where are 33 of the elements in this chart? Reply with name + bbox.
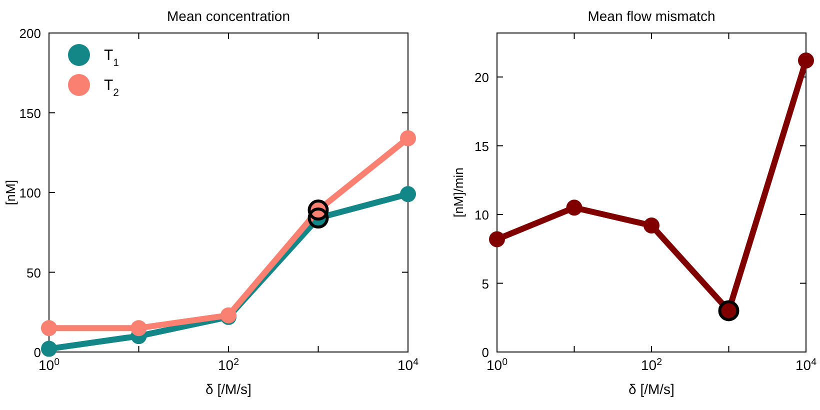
x-tick-label: 10$^{4}$ (795, 356, 818, 373)
x-tick-label: 10$^{2}$ (218, 356, 240, 373)
x-axis-title: δ [/M/s] (628, 381, 674, 397)
y-tick-label: 100 (19, 186, 41, 200)
x-axis-title: δ [/M/s] (206, 381, 252, 397)
x-tick-label: 10$^{2}$ (640, 356, 662, 373)
point (41, 320, 57, 336)
point (130, 320, 147, 336)
y-tick-label: 5 (482, 276, 489, 292)
y-axis-title: [nM] (3, 180, 18, 206)
y-tick-label: 10 (474, 208, 489, 222)
point (41, 340, 57, 357)
point (400, 186, 416, 202)
point (400, 130, 416, 146)
y-tick-label: 200 (19, 26, 41, 41)
y-tick-label: 50 (26, 265, 41, 280)
point (566, 200, 582, 216)
y-tick-label: 0 (482, 345, 489, 360)
point (644, 218, 660, 234)
legend-label: T$_{1}$ (104, 47, 120, 69)
y-tick-label: 15 (474, 138, 489, 154)
x-tick-label: 10$^{0}$ (38, 356, 60, 373)
point (798, 52, 814, 68)
y-tick-label: 20 (474, 70, 489, 85)
y-tick-label: 150 (19, 106, 41, 121)
x-tick-label: 10$^{0}$ (486, 356, 508, 373)
legend-label: T$_{2}$ (104, 77, 120, 99)
y-tick-label: 0 (34, 345, 41, 360)
point (489, 231, 505, 248)
x-tick-label: 10$^{4}$ (397, 356, 420, 373)
y-axis-title: [nM]/min (451, 168, 466, 218)
chart-title: Mean flow mismatch (588, 8, 716, 24)
chart-title: Mean concentration (167, 8, 290, 24)
